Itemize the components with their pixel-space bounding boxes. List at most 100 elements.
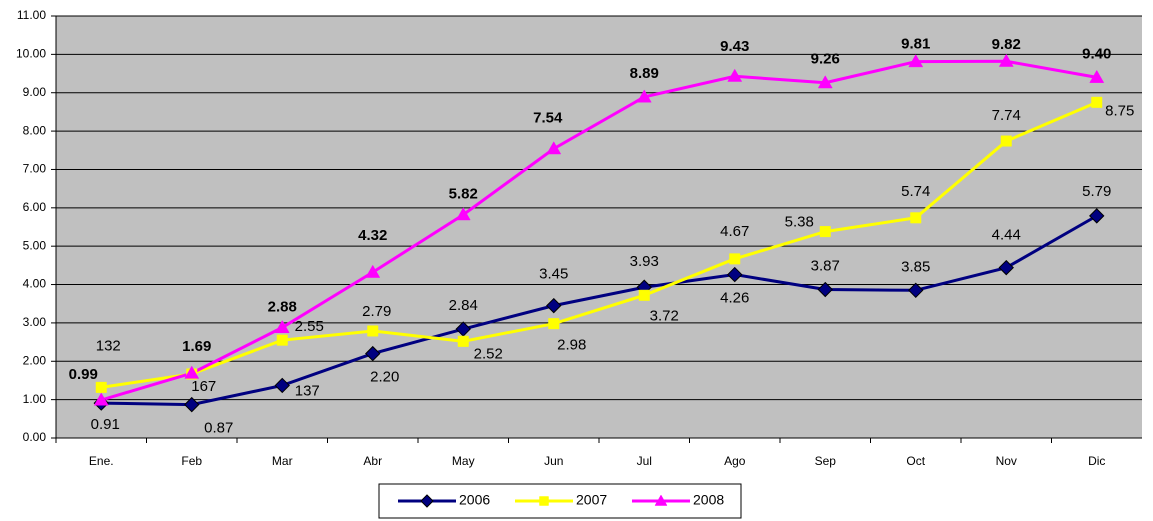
- marker: [910, 212, 922, 224]
- x-tick-label: Ago: [724, 454, 746, 468]
- labels: 0.00 1.00 2.00 3.00 4.00 5.00 6.00 7.00 8.00 9.00…: [16, 8, 1134, 468]
- data-label: 7.74: [992, 107, 1021, 124]
- data-label: 4.44: [992, 227, 1021, 244]
- data-label: 0.99: [69, 366, 98, 383]
- marker: [93, 392, 109, 406]
- marker: [1089, 69, 1105, 83]
- x-tick-label: Dic: [1088, 454, 1105, 468]
- plot-area: [56, 16, 1142, 438]
- data-label: 5.38: [785, 214, 814, 231]
- data-label: 132: [96, 337, 121, 354]
- marker: [420, 494, 434, 508]
- marker: [455, 207, 471, 221]
- y-tick-label: 5.00: [23, 238, 47, 252]
- marker: [276, 334, 288, 346]
- data-label: 3.87: [811, 258, 840, 275]
- y-tick-label: 9.00: [23, 85, 47, 99]
- marker: [819, 226, 831, 238]
- data-label: 4.67: [720, 223, 749, 240]
- x-tick-label: Jul: [637, 454, 652, 468]
- data-label: 5.74: [901, 183, 930, 200]
- x-tick-label: May: [452, 454, 475, 468]
- y-tick-label: 10.00: [16, 47, 46, 61]
- x-tick-label: Oct: [906, 454, 925, 468]
- marker: [546, 141, 562, 155]
- data-label: 5.82: [449, 186, 478, 203]
- marker: [457, 335, 469, 347]
- legend-label: 2006: [459, 492, 490, 508]
- series-lines: [93, 53, 1105, 413]
- marker: [1000, 135, 1012, 147]
- marker: [274, 320, 290, 334]
- marker: [908, 54, 924, 68]
- data-label: 8.75: [1105, 102, 1134, 119]
- data-label: 3.85: [901, 258, 930, 275]
- y-tick-label: 11.00: [17, 8, 46, 22]
- marker: [654, 494, 668, 506]
- data-label: 9.82: [992, 36, 1021, 53]
- marker: [998, 53, 1014, 67]
- legend-label: 2008: [693, 492, 724, 508]
- marker: [817, 281, 833, 298]
- marker: [95, 381, 107, 393]
- data-label: 9.40: [1082, 45, 1111, 62]
- data-label: 9.81: [901, 36, 930, 53]
- data-label: 8.89: [630, 65, 659, 82]
- series-line: [100, 59, 1098, 402]
- x-tick-label: Jun: [544, 454, 563, 468]
- y-tick-label: 2.00: [23, 353, 47, 367]
- marker: [636, 89, 652, 103]
- marker: [998, 259, 1014, 276]
- marker: [548, 318, 560, 330]
- data-label: 3.93: [630, 253, 659, 270]
- data-label: 167: [191, 378, 216, 395]
- marker: [367, 325, 379, 337]
- y-tick-label: 4.00: [23, 277, 47, 291]
- marker: [274, 377, 290, 394]
- y-tick-label: 7.00: [23, 162, 47, 176]
- marker: [727, 68, 743, 82]
- data-label: 0.87: [204, 420, 233, 437]
- y-tick-label: 0.00: [23, 430, 47, 444]
- data-label: 3.72: [650, 307, 679, 324]
- data-label: 5.79: [1082, 183, 1111, 200]
- data-label: 2.88: [268, 298, 297, 315]
- marker: [546, 297, 562, 314]
- data-label: 4.26: [720, 290, 749, 307]
- x-tick-label: Ene.: [89, 454, 114, 468]
- legend-items: 2006 2007 2008: [398, 492, 724, 508]
- marker: [729, 253, 741, 265]
- x-tick-label: Feb: [181, 454, 202, 468]
- data-label: 1.69: [182, 338, 211, 355]
- x-tick-label: Nov: [996, 454, 1017, 468]
- data-label: 2.55: [295, 318, 324, 335]
- marker: [539, 496, 549, 506]
- x-tick-label: Abr: [363, 454, 382, 468]
- x-tick-label: Mar: [272, 454, 293, 468]
- grid: [51, 15, 1142, 443]
- data-label: 7.54: [533, 110, 563, 127]
- series-line: [101, 100, 1098, 389]
- marker: [1089, 208, 1105, 224]
- x-tick-label: Sep: [815, 454, 837, 468]
- data-label: 2.20: [370, 369, 399, 386]
- marker: [184, 396, 200, 413]
- data-label: 137: [295, 382, 320, 399]
- marker: [365, 264, 381, 278]
- y-tick-label: 1.00: [23, 392, 47, 406]
- legend-label: 2007: [576, 492, 607, 508]
- marker: [908, 282, 924, 299]
- marker: [638, 289, 650, 301]
- data-label: 3.45: [539, 266, 568, 283]
- data-label: 9.26: [811, 51, 840, 68]
- marker: [817, 75, 833, 89]
- y-tick-label: 3.00: [23, 315, 47, 329]
- marker: [184, 365, 200, 379]
- data-label: 2.84: [449, 297, 478, 314]
- data-label: 2.52: [474, 345, 503, 362]
- y-tick-label: 8.00: [23, 123, 47, 137]
- data-label: 2.79: [362, 303, 391, 320]
- marker: [1091, 96, 1103, 108]
- series-line: [101, 214, 1098, 407]
